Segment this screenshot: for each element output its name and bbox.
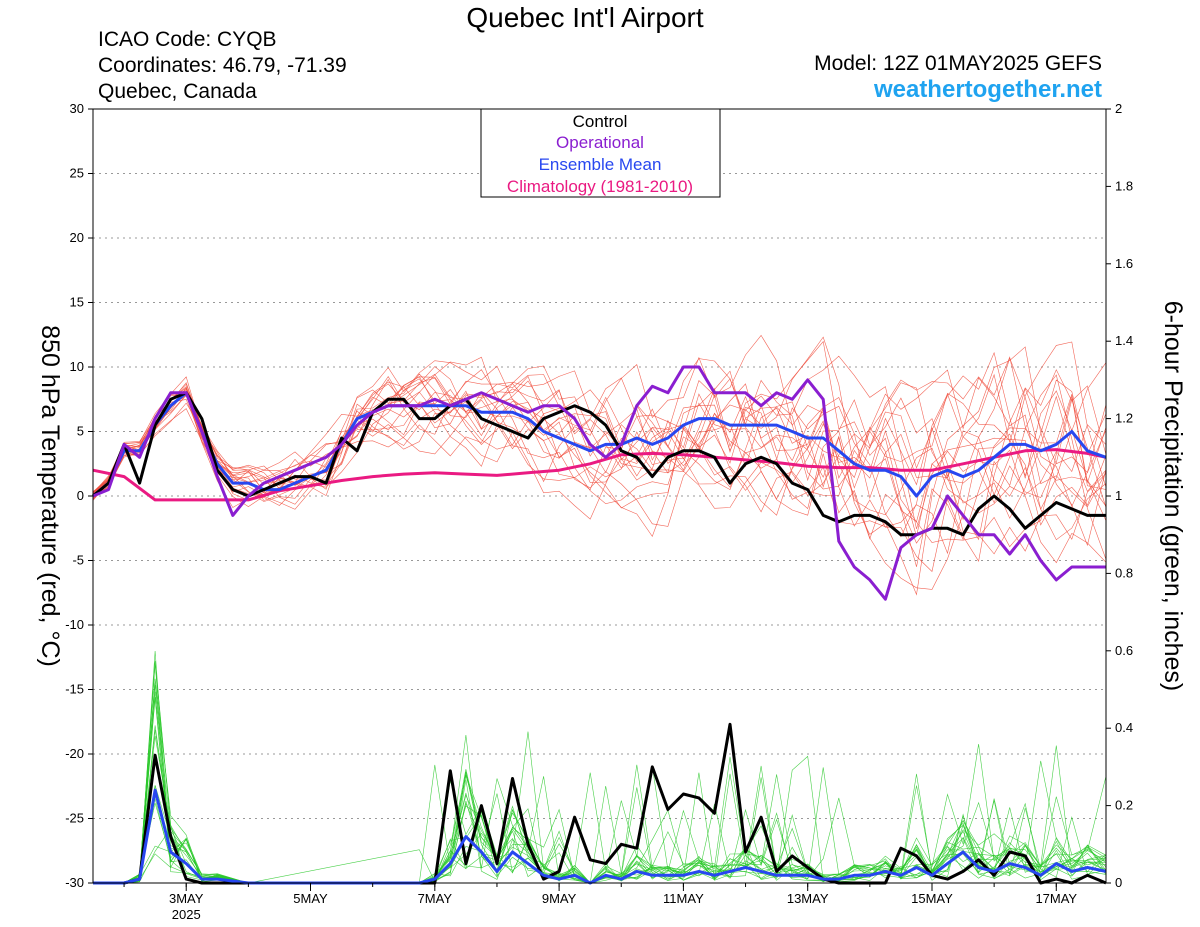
temp-control-line: [92, 391, 1106, 537]
y2-tick-label: 1.8: [1115, 178, 1133, 193]
temp-member-line: [92, 351, 1107, 498]
y-tick-label: -10: [65, 617, 84, 632]
y-tick-label: 15: [70, 295, 84, 310]
y2-tick-label: 0.2: [1115, 798, 1133, 813]
legend: Control Operational Ensemble Mean Climat…: [480, 108, 721, 198]
temp-member-line: [92, 370, 1107, 516]
icao-code: ICAO Code: CYQB: [98, 28, 277, 51]
y-tick-label: -15: [65, 682, 84, 697]
x-tick-label: 11MAY: [663, 891, 704, 906]
y2-tick-label: 1.6: [1115, 256, 1133, 271]
y2-axis-label: 6-hour Precipitation (green, inches): [1159, 301, 1187, 691]
temp-member-line: [92, 373, 1107, 555]
temp-member-line: [92, 346, 1107, 596]
y-tick-label: 0: [77, 488, 84, 503]
legend-mean: Ensemble Mean: [539, 155, 662, 174]
temp-member-line: [92, 358, 1107, 519]
x-tick-label: 5MAY: [293, 891, 328, 906]
temp-member-line: [92, 341, 1107, 523]
y2-tick-label: 1.4: [1115, 333, 1133, 348]
y-axis-label: 850 hPa Temperature (red, °C): [36, 325, 64, 667]
y-tick-label: -20: [65, 746, 84, 761]
legend-operational: Operational: [556, 133, 644, 152]
coordinates: Coordinates: 46.79, -71.39: [98, 54, 347, 77]
y-tick-label: 5: [77, 424, 84, 439]
x-tick-year: 2025: [172, 907, 201, 922]
y-tick-label: -5: [72, 553, 84, 568]
x-tick-label: 13MAY: [787, 891, 829, 906]
legend-box: [480, 108, 721, 198]
y-tick-label: -25: [65, 811, 84, 826]
site-link[interactable]: weathertogether.net: [873, 76, 1102, 103]
y2-tick-label: 0: [1115, 875, 1122, 890]
legend-control: Control: [573, 112, 628, 131]
y2-tick-label: 2: [1115, 101, 1122, 116]
temp-member-line: [92, 340, 1107, 548]
x-tick-label: 7MAY: [418, 891, 453, 906]
precip-member-line: [93, 696, 1107, 884]
temp-member-line: [92, 369, 1107, 508]
location: Quebec, Canada: [98, 80, 257, 103]
y-tick-label: 10: [70, 359, 84, 374]
x-tick-label: 17MAY: [1035, 891, 1077, 906]
precip-member-line: [93, 684, 1107, 884]
page-title: Quebec Int'l Airport: [466, 2, 704, 33]
temp-climatology-line: [92, 448, 1107, 502]
y2-tick-label: 1.2: [1115, 411, 1133, 426]
y2-tick-label: 0.6: [1115, 643, 1133, 658]
y-tick-label: 20: [70, 230, 84, 245]
y2-tick-label: 1: [1115, 488, 1122, 503]
ensemble-members: [92, 334, 1107, 884]
precip-ensemble-mean-line: [93, 788, 1107, 885]
axes: -30-25-20-15-10-505101520253000.20.40.60…: [65, 101, 1133, 922]
x-tick-label: 3MAY: [169, 891, 204, 906]
temp-operational-line: [92, 365, 1106, 601]
y-tick-label: 25: [70, 166, 84, 181]
y2-tick-label: 0.8: [1115, 565, 1133, 580]
x-tick-label: 15MAY: [911, 891, 953, 906]
precip-member-line: [93, 785, 1107, 884]
y-tick-label: -30: [65, 875, 84, 890]
x-tick-label: 9MAY: [542, 891, 577, 906]
model-run: Model: 12Z 01MAY2025 GEFS: [814, 52, 1102, 75]
precip-member-line: [93, 697, 1107, 884]
precip-member-line: [93, 755, 1107, 884]
temp-member-line: [92, 382, 1107, 508]
y-tick-label: 30: [70, 101, 84, 116]
y2-tick-label: 0.4: [1115, 720, 1133, 735]
legend-climo: Climatology (1981-2010): [507, 177, 693, 196]
temp-ensemble-mean-line: [92, 391, 1107, 498]
